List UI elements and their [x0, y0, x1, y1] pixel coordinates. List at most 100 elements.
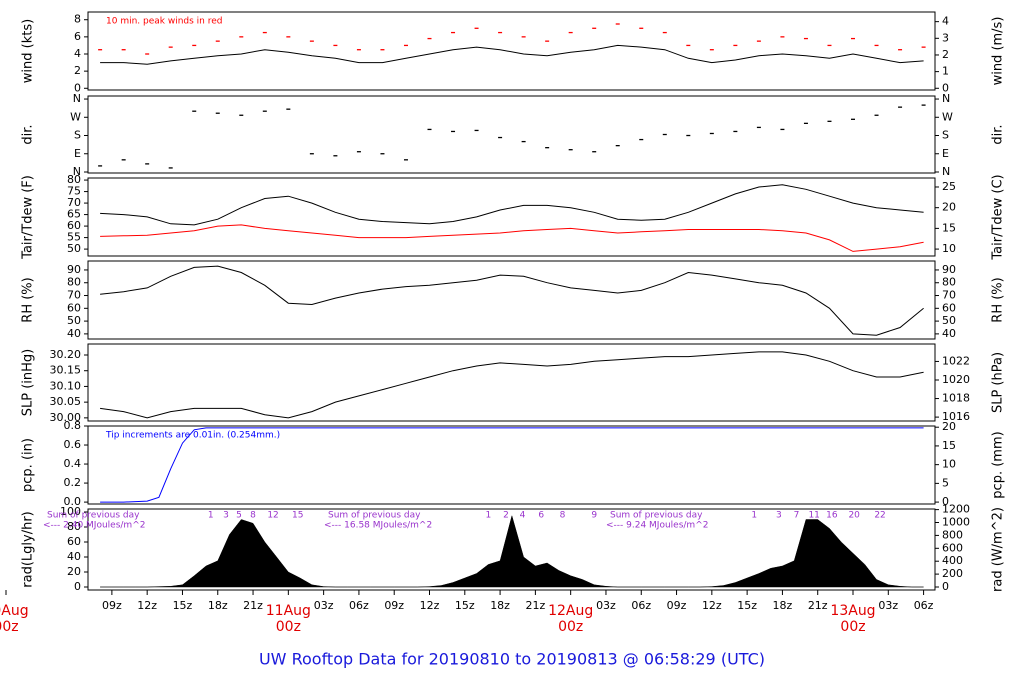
hour-marker-label: 1 [208, 511, 214, 521]
y2-tick-label: 200 [942, 567, 963, 580]
y-tick-label: 100 [60, 505, 81, 518]
y2-tick-label: 70 [942, 289, 956, 302]
hour-marker-label: 15 [292, 511, 303, 521]
data-line [100, 184, 924, 226]
panel-frame [87, 260, 936, 340]
x-tick-label: 15z [455, 599, 475, 612]
y2-tick-label: S [942, 129, 949, 142]
y2-tick-label: 400 [942, 554, 963, 567]
y-tick-label: 6 [74, 30, 81, 43]
hour-marker-label: 5 [236, 511, 242, 521]
y-tick-label: 90 [67, 263, 81, 276]
x-tick-label: 06z [631, 599, 651, 612]
y-tick-label: 65 [67, 208, 81, 221]
y2-tick-label: 25 [942, 180, 956, 193]
y-tick-label: 8 [74, 13, 81, 26]
panel-frame [87, 508, 936, 591]
y2-tick-label: 4 [942, 15, 949, 28]
y2-tick-label: 2 [942, 48, 949, 61]
y-axis-label: dir. [21, 124, 36, 144]
y-tick-label: 60 [67, 219, 81, 232]
panel-frame [87, 177, 936, 257]
y-tick-label: 0.0 [64, 495, 82, 508]
y2-tick-label: 50 [942, 314, 956, 327]
data-line [100, 351, 924, 419]
x-tick-label: 03z [314, 599, 334, 612]
x-tick-label: 03z [596, 599, 616, 612]
x-tick-label: 18z [208, 599, 228, 612]
y2-tick-label: 1016 [942, 410, 970, 423]
y-tick-label: N [73, 92, 81, 105]
x-day-label: 11Aug [266, 603, 311, 619]
x-tick-label: 09z [102, 599, 122, 612]
hour-marker-label: 22 [874, 511, 885, 521]
hour-marker-label: 4 [520, 511, 526, 521]
x-day-sub: 00z [840, 619, 865, 635]
hour-marker-label: 9 [591, 511, 597, 521]
y-axis-label: SLP (inHg) [21, 349, 36, 417]
hour-marker-label: 2 [503, 511, 509, 521]
x-day-label: 12Aug [548, 603, 593, 619]
y-tick-label: S [74, 129, 81, 142]
y2-tick-label: 10 [942, 458, 956, 471]
hour-marker-label: 6 [538, 511, 544, 521]
x-day-sub: 00z [558, 619, 583, 635]
y-tick-label: 75 [67, 185, 81, 198]
data-line [100, 224, 924, 252]
y-tick-label: 50 [67, 314, 81, 327]
y-tick-label: 60 [67, 301, 81, 314]
y-tick-label: 80 [67, 276, 81, 289]
y-tick-label: 30.15 [50, 364, 82, 377]
x-tick-label: 09z [667, 599, 687, 612]
y-tick-label: 2 [74, 64, 81, 77]
panel-frame [87, 11, 936, 91]
hour-marker-label: 7 [794, 511, 800, 521]
y-axis-label: Tair/Tdew (F) [21, 175, 36, 260]
hour-marker-label: 16 [826, 511, 838, 521]
y2-tick-label: W [942, 110, 953, 123]
y2-tick-label: 10 [942, 242, 956, 255]
y-tick-label: 50 [67, 242, 81, 255]
x-tick-label: 03z [878, 599, 898, 612]
y-tick-label: 30.10 [50, 379, 82, 392]
y-axis-label: rad(Lgly/hr) [21, 511, 36, 587]
annotation: 10 min. peak winds in red [106, 17, 223, 27]
data-line [100, 265, 924, 336]
y-tick-label: W [70, 110, 81, 123]
y2-tick-label: 0 [942, 81, 949, 94]
y2-tick-label: 0 [942, 495, 949, 508]
x-tick-label: 21z [525, 599, 545, 612]
y-tick-label: 70 [67, 289, 81, 302]
x-tick-label: 12z [420, 599, 440, 612]
x-tick-label: 15z [737, 599, 757, 612]
y2-axis-label: wind (m/s) [991, 17, 1006, 86]
y-tick-label: 70 [67, 196, 81, 209]
y-tick-label: 60 [67, 535, 81, 548]
x-tick-label: 18z [490, 599, 510, 612]
y-tick-label: 30.00 [50, 411, 82, 424]
annotation: Tip increments are 0.01in. (0.254mm.) [105, 431, 280, 441]
y2-tick-label: 20 [942, 201, 956, 214]
y2-tick-label: 5 [942, 476, 949, 489]
y-tick-label: 80 [67, 520, 81, 533]
chart-title: UW Rooftop Data for 20190810 to 20190813… [259, 650, 765, 669]
panel-frame [87, 343, 936, 422]
x-tick-label: 15z [173, 599, 193, 612]
data-line [100, 44, 924, 65]
x-day-label: 13Aug [830, 603, 875, 619]
hour-marker-label: 12 [267, 511, 278, 521]
y2-axis-label: pcp. (mm) [991, 431, 1006, 498]
y-tick-label: 0.2 [64, 476, 82, 489]
x-day-sub: 00z [0, 619, 19, 635]
x-tick-label: 21z [243, 599, 263, 612]
y2-tick-label: N [942, 165, 950, 178]
y-tick-label: 0 [74, 81, 81, 94]
y-tick-label: 4 [74, 47, 81, 60]
y-tick-label: 0.4 [64, 457, 82, 470]
y-tick-label: N [73, 165, 81, 178]
y2-tick-label: 15 [942, 221, 956, 234]
y2-tick-label: 0 [942, 580, 949, 593]
sum-text: <--- 16.58 MJoules/m^2 [324, 521, 432, 531]
hour-marker-label: 11 [808, 511, 819, 521]
